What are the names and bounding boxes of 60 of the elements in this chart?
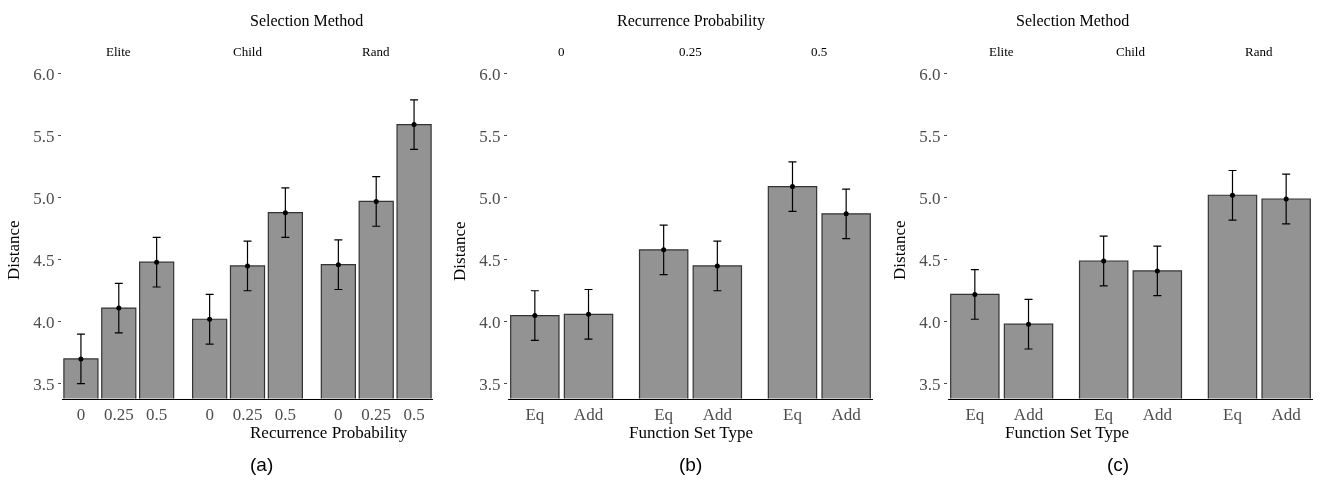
x-tick-label: 0.25: [103, 405, 134, 424]
x-tick-label: Eq: [1094, 405, 1114, 424]
y-axis-title: Distance: [450, 221, 470, 281]
chart-title: Recurrence Probability: [617, 12, 765, 30]
y-tick-label: 3.5: [33, 374, 55, 394]
x-tick-label: 0: [76, 405, 86, 424]
y-tick-label: 5.0: [479, 188, 501, 208]
x-axis-title: Function Set Type: [1005, 423, 1130, 442]
text: 0.25: [679, 44, 702, 59]
text: Rand: [362, 44, 390, 59]
text: Elite: [989, 44, 1014, 59]
y-tick-label: 4.0: [33, 312, 55, 332]
x-tick-label: 0: [205, 405, 214, 424]
x-tick-label: Eq: [965, 405, 985, 424]
y-tick-label: 4.0: [919, 312, 941, 332]
y-tick-label: 5.5: [33, 126, 55, 146]
y-tick-label: 5.0: [33, 188, 55, 208]
x-tick-label: 0.5: [274, 405, 296, 424]
text: 0.5: [811, 44, 828, 59]
y-tick-label: 4.0: [479, 312, 501, 332]
x-axis-title: Recurrence Probability: [250, 423, 408, 442]
chart-title: Selection Method: [250, 12, 364, 29]
y-tick-label: 5.5: [479, 126, 501, 146]
x-tick-label: 0.5: [146, 405, 168, 424]
text: Child: [233, 44, 263, 59]
y-tick-label: 3.5: [479, 374, 501, 394]
x-tick-label: Add: [702, 405, 733, 424]
y-tick-label: 6.0: [479, 64, 501, 84]
y-tick-label: 4.5: [33, 250, 55, 270]
x-tick-label: 0: [334, 405, 343, 424]
x-tick-label: Add: [831, 405, 862, 424]
text: (b): [679, 454, 703, 475]
y-tick-label: 5.0: [919, 188, 941, 208]
text: (a): [250, 454, 274, 475]
x-tick-label: 0.25: [361, 405, 392, 424]
x-tick-label: Eq: [783, 405, 803, 424]
text: (c): [1107, 454, 1130, 475]
x-tick-label: Eq: [525, 405, 545, 424]
y-axis-title: Distance: [890, 220, 910, 280]
x-tick-label: Add: [1013, 405, 1044, 424]
x-tick-label: 0.5: [403, 405, 425, 424]
text: 0: [558, 44, 565, 59]
text: Elite: [106, 44, 131, 59]
x-tick-label: Add: [1271, 405, 1302, 424]
y-tick-label: 4.5: [479, 250, 501, 270]
y-tick-label: 5.5: [919, 126, 941, 146]
y-tick-label: 6.0: [33, 64, 55, 84]
text: Rand: [1245, 44, 1273, 59]
x-tick-label: Add: [573, 405, 604, 424]
text: Child: [1116, 44, 1146, 59]
x-tick-label: Eq: [654, 405, 674, 424]
x-axis-title: Function Set Type: [629, 423, 754, 442]
x-tick-label: 0.25: [232, 405, 263, 424]
x-tick-label: Add: [1142, 405, 1173, 424]
y-tick-label: 6.0: [919, 64, 941, 84]
y-tick-label: 4.5: [919, 250, 941, 270]
chart-title: Selection Method: [1016, 12, 1130, 29]
y-axis-title: Distance: [4, 220, 24, 280]
y-tick-label: 3.5: [919, 374, 941, 394]
x-tick-label: Eq: [1223, 405, 1243, 424]
